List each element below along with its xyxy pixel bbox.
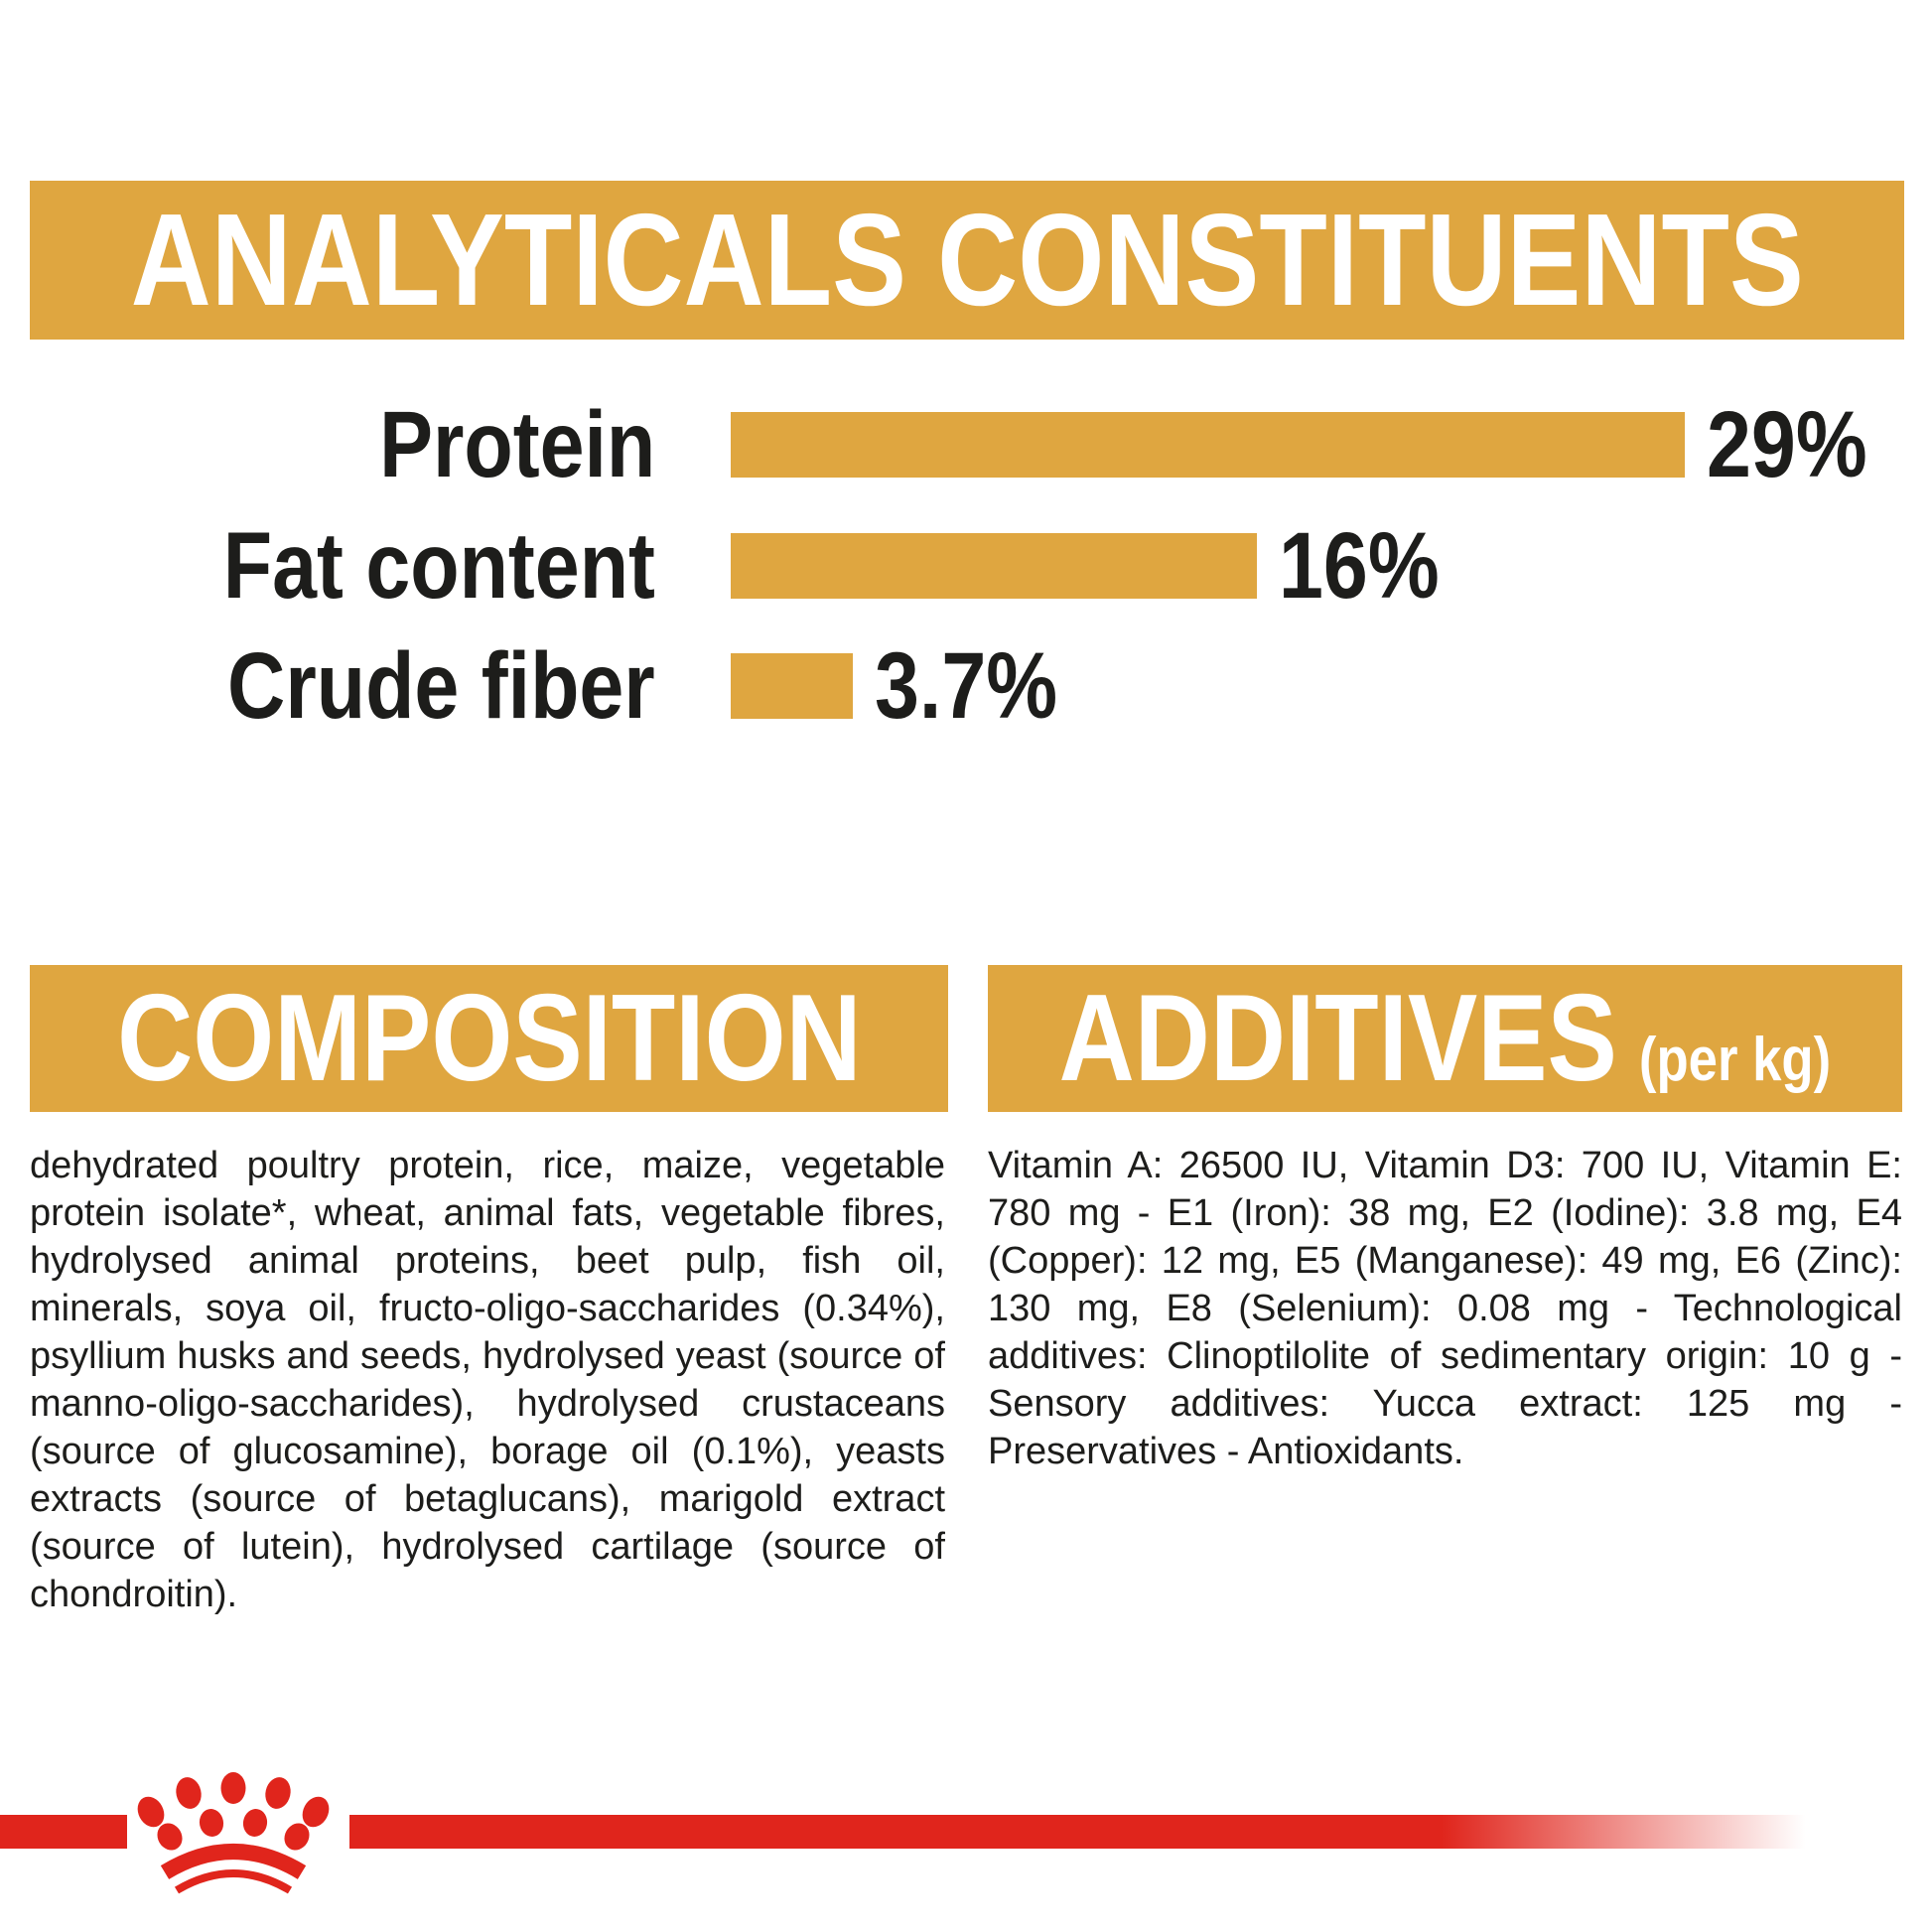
- analyticals-title: ANALYTICALS CONSTITUENTS: [130, 187, 1804, 333]
- bar-fat-content: [731, 533, 1257, 599]
- bar-value-fat-content: 16%: [1279, 512, 1440, 619]
- bar-label-fat-content: Fat content: [222, 512, 655, 619]
- bar-label-crude-fiber: Crude fiber: [227, 632, 655, 739]
- bar-value-crude-fiber: 3.7%: [875, 632, 1058, 739]
- chart-row-protein: Protein 29%: [0, 397, 1895, 491]
- bar-protein: [731, 412, 1685, 478]
- additives-unit: (per kg): [1639, 1026, 1832, 1094]
- chart-row-fat-content: Fat content 16%: [0, 518, 1467, 613]
- analyticals-banner: ANALYTICALS CONSTITUENTS: [30, 181, 1904, 340]
- bar-crude-fiber: [731, 653, 853, 719]
- additives-banner: ADDITIVES (per kg): [988, 965, 1902, 1112]
- composition-title: COMPOSITION: [116, 970, 862, 1107]
- composition-text: dehydrated poultry protein, rice, maize,…: [30, 1145, 945, 1615]
- composition-banner: COMPOSITION: [30, 965, 948, 1112]
- additives-title: ADDITIVES: [1058, 970, 1617, 1107]
- chart-row-crude-fiber: Crude fiber 3.7%: [0, 638, 1090, 733]
- bar-value-protein: 29%: [1707, 391, 1867, 497]
- footer-stripe-left: [0, 1815, 127, 1849]
- bar-label-protein: Protein: [378, 391, 655, 497]
- additives-text: Vitamin A: 26500 IU, Vitamin D3: 700 IU,…: [988, 1145, 1902, 1472]
- additives-title-group: ADDITIVES (per kg): [1059, 977, 1832, 1100]
- royal-canin-crown-icon: [137, 1772, 330, 1894]
- footer-stripe-right: [349, 1815, 1932, 1849]
